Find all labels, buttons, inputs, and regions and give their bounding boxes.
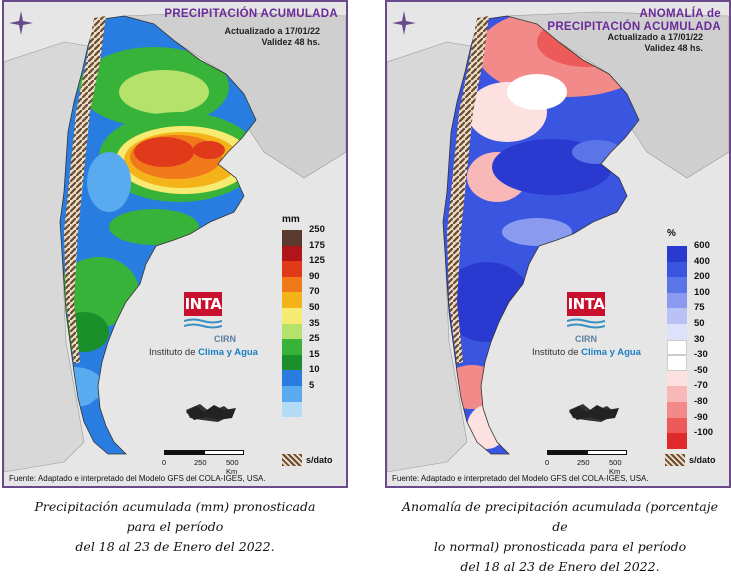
legend-label: -90	[694, 411, 708, 423]
legend-swatch	[667, 323, 687, 340]
legend-unit: %	[667, 228, 676, 239]
institute-name: Instituto de Clima y Agua	[149, 347, 258, 358]
legend-label: -80	[694, 395, 708, 407]
legend-label: 90	[309, 270, 320, 282]
legend-swatch	[667, 401, 687, 418]
legend-label: 100	[694, 286, 710, 298]
no-data-swatch	[665, 454, 685, 466]
institute-name: Instituto de Clima y Agua	[532, 347, 641, 358]
inta-logo: INTA	[567, 292, 605, 332]
legend-label: 70	[309, 286, 320, 298]
legend-label: 600	[694, 240, 710, 251]
legend-label: -70	[694, 380, 708, 392]
legend-label: 50	[694, 317, 705, 329]
source-note: Fuente: Adaptado e interpretado del Mode…	[392, 474, 649, 483]
no-data-label: s/dato	[689, 455, 716, 465]
left-caption: Precipitación acumulada (mm) pronosticad…	[34, 499, 316, 554]
anomaly-map-panel: ANOMALÍA de PRECIPITACIÓN ACUMULADA Actu…	[385, 0, 731, 488]
andes-no-data-zone	[64, 16, 106, 364]
legend-swatch	[667, 355, 687, 371]
legend-label: 15	[309, 348, 320, 360]
legend-label: -50	[694, 364, 708, 376]
legend-label: 50	[309, 301, 320, 313]
legend-label: 10	[309, 364, 320, 376]
validity-note: Validez 48 hs.	[261, 37, 320, 47]
precipitation-map	[4, 2, 346, 486]
legend-swatch	[667, 246, 687, 262]
precipitation-map-panel: PRECIPITACIÓN ACUMULADA Actualizado a 17…	[2, 0, 348, 488]
legend-swatch	[282, 307, 302, 324]
legend-label: 250	[309, 224, 325, 235]
no-data-label: s/dato	[306, 455, 333, 465]
legend-swatch	[667, 370, 687, 387]
argentina-border	[59, 15, 257, 455]
legend-swatch	[282, 339, 302, 355]
map-title: ANOMALÍA de PRECIPITACIÓN ACUMULADA	[547, 8, 721, 34]
legend-label: 200	[694, 271, 710, 283]
legend-label: 75	[694, 302, 705, 314]
source-note: Fuente: Adaptado e interpretado del Mode…	[9, 474, 266, 483]
legend-label: 5	[309, 379, 315, 391]
malvinas-inset-icon	[569, 405, 619, 420]
legend-swatch	[282, 230, 302, 246]
legend-swatch	[282, 245, 302, 262]
legend-swatch	[282, 323, 302, 340]
argentina-border	[442, 15, 640, 455]
legend-swatch	[667, 261, 687, 278]
update-date: Actualizado a 17/01/22	[607, 32, 703, 42]
legend-swatch	[282, 261, 302, 277]
legend-swatch	[667, 417, 687, 434]
legend-swatch	[282, 276, 302, 293]
legend-label: 35	[309, 317, 320, 329]
map-title-line2: PRECIPITACIÓN ACUMULADA	[547, 21, 721, 33]
legend-label: -30	[694, 349, 708, 361]
right-caption: Anomalía de precipitación acumulada (por…	[402, 499, 718, 574]
compass-rose-icon	[9, 11, 33, 35]
legend-swatch	[667, 386, 687, 402]
legend-swatch	[282, 354, 302, 371]
legend-label: 125	[309, 255, 325, 267]
legend-swatch	[282, 370, 302, 386]
legend-unit: mm	[282, 214, 300, 225]
inta-logo: INTA	[184, 292, 222, 332]
legend-swatch	[667, 292, 687, 309]
legend-swatch	[667, 433, 687, 449]
map-title-line1: ANOMALÍA de	[639, 8, 721, 20]
legend-swatch	[667, 277, 687, 293]
cirn-label: CIRN	[575, 334, 597, 344]
legend-swatch	[282, 292, 302, 308]
legend-swatch	[282, 385, 302, 402]
compass-rose-icon	[392, 11, 416, 35]
legend-label: 400	[694, 255, 710, 267]
cirn-label: CIRN	[214, 334, 236, 344]
legend-label: 30	[694, 333, 705, 345]
legend-swatch	[667, 339, 687, 356]
legend-label: -100	[694, 427, 714, 439]
malvinas-inset-icon	[186, 405, 236, 420]
validity-note: Validez 48 hs.	[644, 43, 703, 53]
andes-no-data-zone	[447, 16, 489, 364]
legend-swatch	[667, 308, 687, 324]
legend-label: 25	[309, 333, 320, 345]
no-data-swatch	[282, 454, 302, 466]
map-title: PRECIPITACIÓN ACUMULADA	[164, 8, 338, 20]
update-date: Actualizado a 17/01/22	[224, 26, 320, 36]
legend-label: 175	[309, 239, 325, 251]
legend-swatch	[282, 401, 302, 418]
